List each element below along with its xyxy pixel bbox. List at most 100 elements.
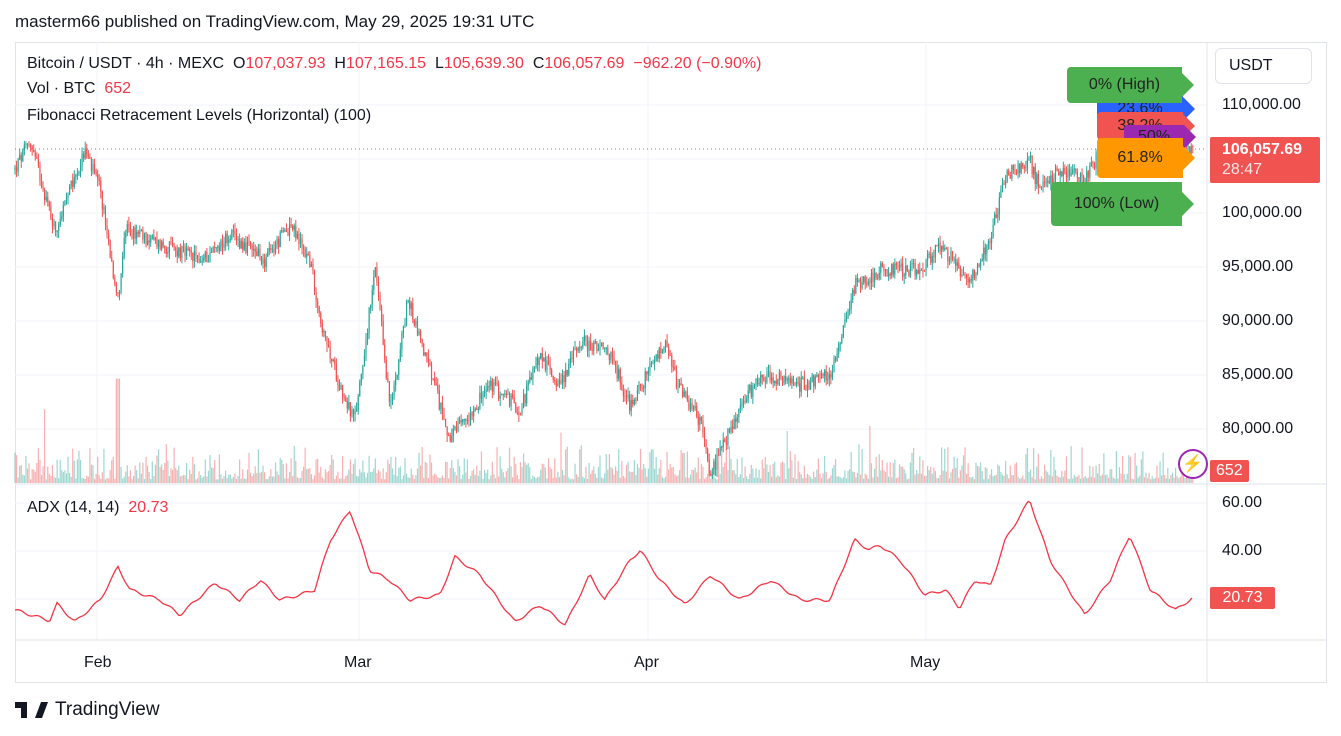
candle-body (1095, 152, 1097, 169)
volume-bar (672, 466, 674, 483)
candle-body (1078, 177, 1080, 182)
volume-bar (1132, 479, 1135, 483)
volume-bar (468, 479, 470, 483)
volume-bar (393, 474, 395, 483)
candle-body (187, 248, 189, 250)
volume-bar (407, 477, 409, 483)
volume-bar (1053, 456, 1055, 483)
adx-value: 20.73 (128, 499, 169, 516)
volume-bar (240, 478, 242, 483)
candle-body (541, 353, 543, 362)
candle-body (137, 231, 139, 234)
volume-bar (986, 468, 988, 483)
candle-body (73, 176, 75, 187)
candle-body (711, 474, 713, 476)
candle-body (891, 264, 893, 276)
candle-body (797, 381, 799, 384)
volume-bar (1171, 472, 1174, 483)
volume-bar (636, 463, 639, 483)
volume-bar (1039, 479, 1041, 483)
candle-body (131, 235, 133, 239)
currency-unit-button[interactable]: USDT (1215, 48, 1312, 84)
tradingview-logo[interactable]: TradingView (15, 699, 160, 721)
candle-body (387, 377, 389, 382)
volume-bar (334, 479, 336, 483)
volume-bar (306, 469, 308, 483)
candle-body (34, 152, 36, 157)
candle-body (421, 338, 423, 344)
candle-body (150, 238, 152, 243)
candle-body (621, 383, 623, 391)
volume-legend[interactable]: Vol · BTC 652 (27, 80, 131, 98)
volume-bar (175, 467, 177, 483)
volume-bar (237, 475, 239, 483)
candle-body (512, 394, 514, 398)
candle-body (390, 400, 392, 402)
volume-bar (1062, 476, 1064, 483)
volume-bar (618, 449, 620, 483)
volume-bar (150, 479, 152, 483)
candle-body (50, 206, 52, 218)
fib-level-100-low[interactable]: 100% (Low) (1051, 182, 1194, 226)
candle-body (181, 246, 183, 259)
candle-body (604, 347, 606, 349)
candle-body (933, 256, 935, 258)
volume-bar (212, 467, 214, 483)
candle-body (54, 221, 57, 232)
adx-legend[interactable]: ADX (14, 14) 20.73 (27, 499, 168, 517)
volume-bar (611, 468, 614, 483)
candle-body (880, 263, 882, 273)
candle-body (114, 278, 116, 285)
candle-body (1044, 181, 1046, 183)
volume-bar (30, 479, 32, 483)
close-label: C (532, 55, 545, 72)
candle-body (646, 371, 648, 375)
volume-bar (1107, 477, 1110, 483)
candle-body (820, 373, 823, 379)
candle-body (401, 333, 403, 350)
volume-bar (405, 473, 408, 483)
candle-body (852, 289, 854, 300)
fib-legend[interactable]: Fibonacci Retracement Levels (Horizontal… (27, 107, 372, 124)
volume-bar (87, 476, 89, 483)
candle-body (897, 265, 899, 267)
volume-bar (660, 459, 662, 483)
volume-bar (165, 444, 167, 483)
volume-bar (67, 456, 69, 483)
volume-bar (689, 474, 692, 483)
candle-body (154, 237, 156, 240)
volume-bar (214, 460, 216, 483)
volume-bar (1097, 473, 1099, 483)
volume-bar (875, 456, 877, 483)
candle-body (1092, 162, 1094, 164)
volume-bar (437, 477, 439, 483)
fib-level-61-8[interactable]: 61.8% (1097, 138, 1195, 178)
lightning-icon[interactable]: ⚡ (1178, 449, 1208, 479)
symbol-label[interactable]: Bitcoin / USDT · 4h · MEXC (27, 55, 225, 72)
volume-bar (39, 459, 41, 483)
volume-bar (1131, 478, 1133, 483)
fib-level-0-high[interactable]: 0% (High) (1067, 67, 1194, 103)
volume-bar (816, 469, 818, 483)
candle-body (231, 230, 233, 240)
volume-bar (273, 476, 275, 483)
candle-body (101, 191, 103, 210)
volume-bar (811, 478, 813, 483)
volume-bar (785, 479, 787, 483)
volume-bar (50, 475, 52, 483)
candle-body (537, 357, 539, 366)
ohlc-legend: Bitcoin / USDT · 4h · MEXC O107,037.93 H… (27, 55, 761, 73)
candle-body (613, 357, 615, 361)
candle-body (769, 371, 771, 381)
volume-bar (767, 471, 770, 483)
volume-bar (976, 466, 979, 483)
volume-bar (1095, 465, 1097, 483)
volume-bar (719, 473, 721, 483)
candle-body (697, 416, 699, 425)
candle-body (78, 171, 80, 175)
volume-bar (28, 463, 30, 483)
candle-body (836, 353, 838, 361)
volume-bar (137, 478, 139, 483)
candle-body (895, 263, 897, 266)
candle-body (58, 225, 60, 232)
